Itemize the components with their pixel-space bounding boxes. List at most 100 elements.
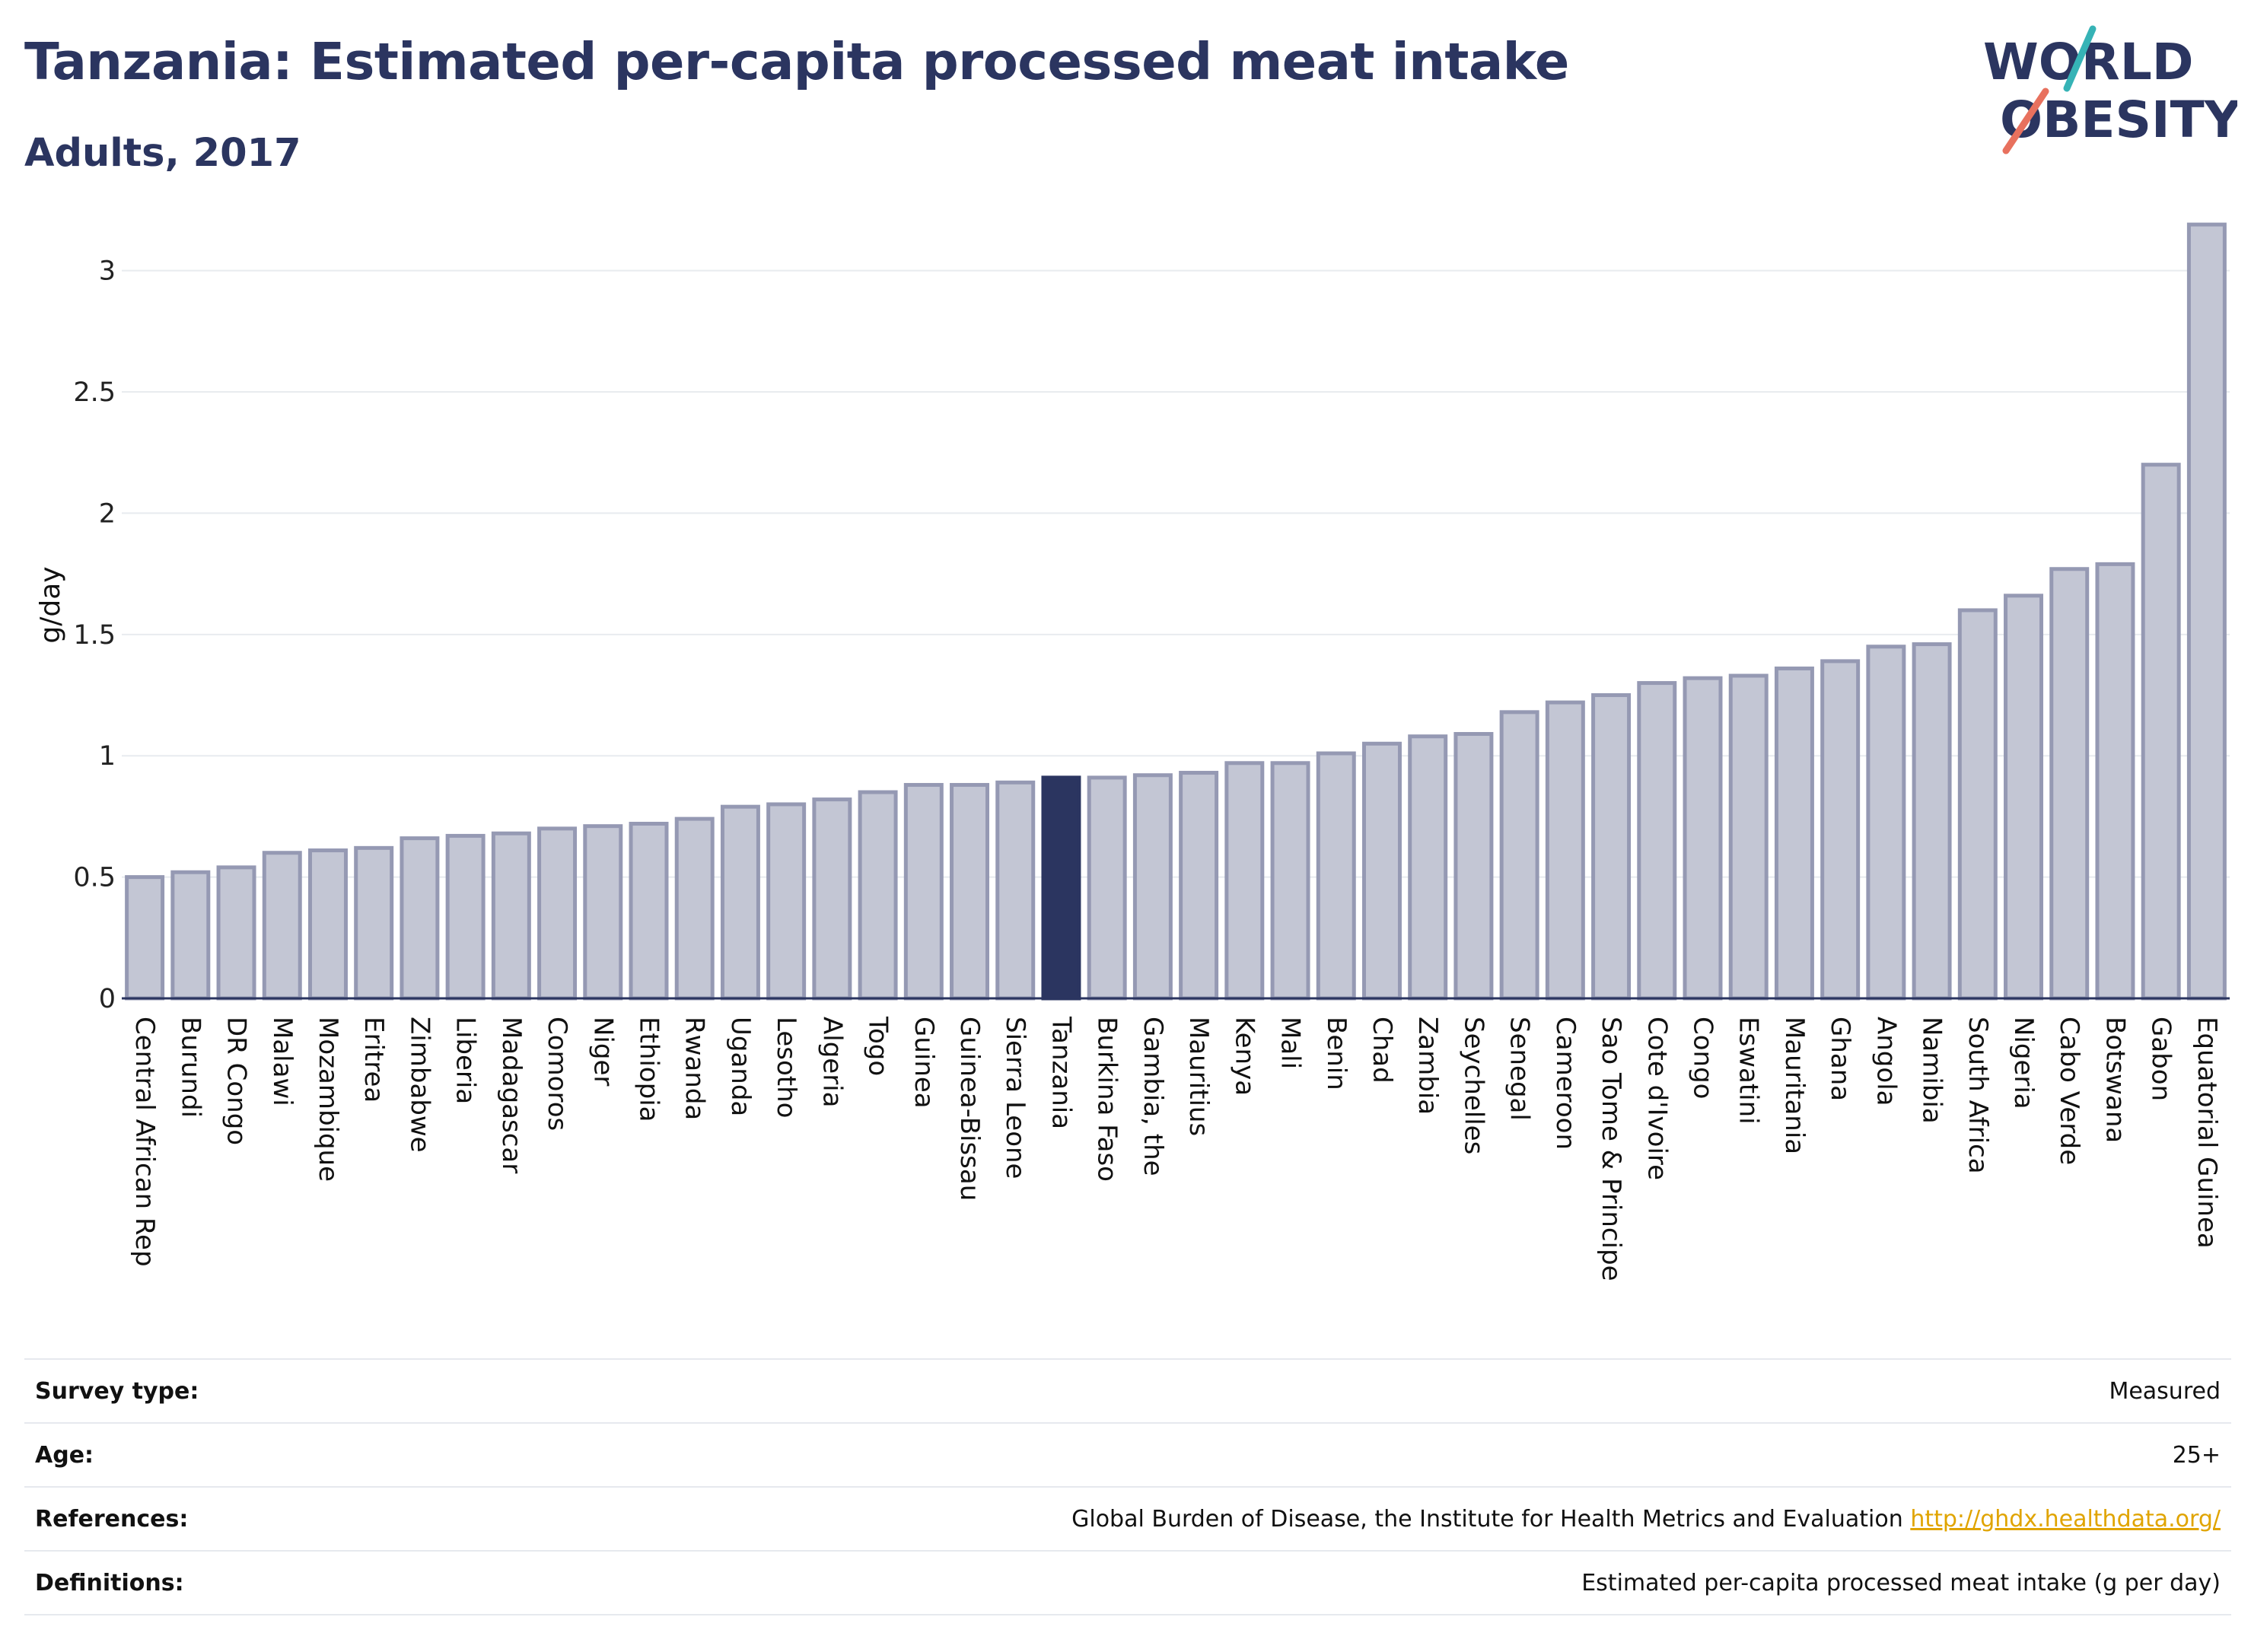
x-tick-label: Chad <box>1367 1017 1397 1084</box>
bar-gabon[interactable] <box>2141 463 2181 1001</box>
bar-nigeria[interactable] <box>2004 594 2044 1001</box>
bar-south-africa[interactable] <box>1957 608 1998 1001</box>
bar-cameroon[interactable] <box>1545 700 1585 1001</box>
bar-madagascar[interactable] <box>491 831 531 1001</box>
x-tick-label: Zambia <box>1412 1017 1443 1115</box>
x-tick-label: DR Congo <box>221 1017 252 1145</box>
bar-zimbabwe[interactable] <box>400 836 440 1001</box>
chart-metadata-table: Survey type: Measured Age: 25+ Reference… <box>24 1358 2231 1615</box>
bar-namibia[interactable] <box>1912 642 1952 1001</box>
bar-zambia[interactable] <box>1408 734 1448 1001</box>
bar-lesotho[interactable] <box>766 802 807 1001</box>
bar-senegal[interactable] <box>1499 710 1539 1001</box>
bar-cabo-verde[interactable] <box>2049 567 2090 1001</box>
page-subtitle: Adults, 2017 <box>24 131 301 176</box>
bar-chad[interactable] <box>1361 741 1402 1001</box>
x-tick-label: Algeria <box>817 1017 847 1107</box>
y-tick-label: 2.5 <box>73 377 116 408</box>
x-tick-label: Congo <box>1688 1017 1718 1099</box>
x-tick-label: Gambia, the <box>1138 1017 1168 1176</box>
bar-uganda[interactable] <box>720 804 760 1001</box>
references-link[interactable]: http://ghdx.healthdata.org/ <box>1910 1505 2221 1533</box>
x-tick-label: Senegal <box>1504 1017 1535 1121</box>
bar-mauritius[interactable] <box>1179 771 1219 1001</box>
bar-togo[interactable] <box>858 790 898 1001</box>
bar-congo[interactable] <box>1683 676 1723 1001</box>
bar-gambia-the[interactable] <box>1132 773 1173 1001</box>
bar-sierra-leone[interactable] <box>995 780 1036 1001</box>
meta-key-references: References: <box>35 1505 189 1533</box>
bar-cote-d-ivoire[interactable] <box>1637 681 1677 1001</box>
bar-equatorial-guinea[interactable] <box>2186 222 2227 1001</box>
x-tick-label: Tanzania <box>1046 1016 1076 1129</box>
bar-mauritania[interactable] <box>1774 666 1814 1001</box>
x-tick-label: Equatorial Guinea <box>2192 1017 2222 1249</box>
x-tick-label: Botswana <box>2100 1017 2130 1143</box>
x-tick-label: Mozambique <box>313 1017 343 1182</box>
meta-value-definitions: Estimated per-capita processed meat inta… <box>1581 1569 2221 1596</box>
bar-mozambique[interactable] <box>307 848 348 1001</box>
bar-mali[interactable] <box>1270 761 1310 1001</box>
bar-benin[interactable] <box>1316 751 1356 1001</box>
meta-row-definitions: Definitions: Estimated per-capita proces… <box>24 1550 2231 1615</box>
x-tick-label: Eswatini <box>1734 1017 1764 1125</box>
bar-rwanda[interactable] <box>674 816 715 1001</box>
x-tick-label: Cabo Verde <box>2054 1017 2084 1165</box>
y-tick-label: 1 <box>99 741 116 772</box>
x-tick-label: Sierra Leone <box>1000 1017 1030 1179</box>
bar-kenya[interactable] <box>1224 761 1265 1001</box>
y-tick-label: 3 <box>99 256 116 287</box>
y-axis-label: g/day <box>35 566 66 643</box>
bar-comoros[interactable] <box>537 826 578 1001</box>
logo-slash-coral <box>2002 88 2049 154</box>
x-tick-label: Sao Tome & Principe <box>1596 1017 1626 1281</box>
x-tick-label: Burundi <box>175 1017 205 1118</box>
x-tick-label: Malawi <box>267 1017 298 1106</box>
bars <box>125 222 2227 1001</box>
bar-algeria[interactable] <box>812 797 852 1001</box>
bar-eritrea[interactable] <box>354 845 394 1001</box>
bar-central-african-rep[interactable] <box>125 875 165 1001</box>
bar-guinea[interactable] <box>903 782 944 1001</box>
x-tick-label: Ghana <box>1825 1017 1855 1101</box>
bar-dr-congo[interactable] <box>216 865 256 1001</box>
x-tick-label: Mali <box>1275 1017 1306 1069</box>
x-tick-label: Mauritania <box>1779 1017 1810 1154</box>
meta-row-survey-type: Survey type: Measured <box>24 1358 2231 1422</box>
bar-angola[interactable] <box>1866 645 1906 1001</box>
bar-seychelles[interactable] <box>1453 732 1494 1001</box>
x-tick-label: Cameroon <box>1550 1017 1581 1150</box>
y-tick-label: 1.5 <box>73 620 116 651</box>
world-obesity-logo: WORLD OBESITY <box>1983 25 2237 154</box>
x-tick-label: Eritrea <box>358 1017 389 1103</box>
bar-sao-tome-principe[interactable] <box>1591 693 1632 1001</box>
meta-key-age: Age: <box>35 1441 94 1469</box>
bar-botswana[interactable] <box>2095 562 2135 1001</box>
x-tick-label: Seychelles <box>1458 1017 1488 1154</box>
x-tick-label: Burkina Faso <box>1092 1017 1122 1182</box>
y-axis-ticks: 0 0.5 1 1.5 2 2.5 3 <box>73 256 116 1014</box>
bar-eswatini[interactable] <box>1728 673 1769 1001</box>
x-tick-label: Cote d'Ivoire <box>1641 1017 1672 1180</box>
y-tick-label: 0 <box>99 984 116 1014</box>
bar-niger[interactable] <box>583 824 623 1001</box>
x-tick-label: South Africa <box>1963 1017 1993 1174</box>
bar-tanzania[interactable] <box>1041 775 1081 1001</box>
x-tick-label: Angola <box>1871 1017 1901 1106</box>
x-tick-label: Nigeria <box>2008 1017 2039 1109</box>
bar-ethiopia[interactable] <box>629 821 669 1001</box>
x-tick-label: Central African Rep <box>129 1017 160 1267</box>
bar-ghana[interactable] <box>1820 659 1861 1001</box>
bar-burkina-faso[interactable] <box>1087 775 1127 1001</box>
bar-burundi[interactable] <box>170 870 211 1001</box>
bar-malawi[interactable] <box>262 851 302 1001</box>
x-tick-label: Gabon <box>2146 1017 2176 1101</box>
bar-guinea-bissau[interactable] <box>950 782 990 1001</box>
references-text: Global Burden of Disease, the Institute … <box>1071 1505 1903 1533</box>
x-tick-label: Uganda <box>725 1017 756 1116</box>
bar-liberia[interactable] <box>445 833 486 1001</box>
meta-value-references: Global Burden of Disease, the Institute … <box>1071 1506 2221 1533</box>
x-tick-label: Guinea <box>909 1017 939 1109</box>
page-title: Tanzania: Estimated per-capita processed… <box>24 32 1569 91</box>
